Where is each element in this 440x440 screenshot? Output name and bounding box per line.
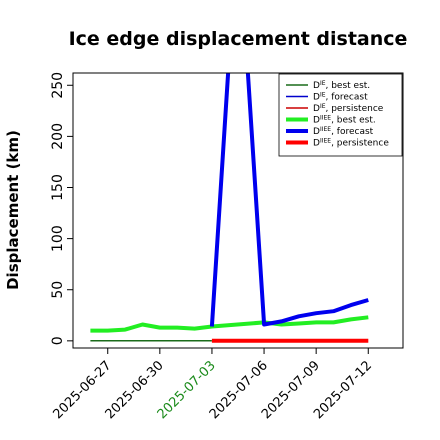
legend-entry-sup: IIEE: [320, 126, 331, 133]
legend-entry: DIIEE, persistence: [313, 138, 389, 149]
legend-entry: DIE, best est.: [313, 80, 370, 91]
legend-entry-suffix: , persistence: [331, 139, 389, 149]
plot-frame: [72, 72, 404, 349]
plot-area: [90, 73, 369, 343]
y-tick-label: 250: [50, 72, 66, 99]
legend-entry-sup: IE: [320, 80, 326, 87]
series-line: [209, 73, 369, 327]
legend-entry: DIIEE, best est.: [313, 115, 376, 126]
y-tick-label: 50: [50, 281, 66, 299]
y-tick-label: 0: [50, 336, 66, 345]
y-tick-label: 200: [50, 123, 66, 150]
legend-entry-suffix: , best est.: [331, 116, 376, 126]
legend-entry-main: D: [313, 81, 320, 91]
legend-entry-main: D: [313, 127, 320, 137]
legend-entry-sup: IE: [320, 92, 326, 99]
legend-entry-sup: IIEE: [320, 138, 331, 145]
legend-entry-main: D: [313, 116, 320, 126]
series-line: [90, 315, 369, 333]
legend-entry-suffix: , forecast: [326, 93, 369, 103]
y-axis-label: Displacement (km): [4, 130, 22, 290]
legend-entry: DIE, forecast: [313, 92, 368, 103]
chart-title: Ice edge displacement distance: [69, 28, 408, 50]
legend-entry: DIIEE, forecast: [313, 126, 374, 137]
legend-entry-main: D: [313, 104, 320, 114]
legend-entry-suffix: , best est.: [326, 81, 371, 91]
legend-entry-suffix: , forecast: [331, 127, 374, 137]
legend-entry-main: D: [313, 93, 320, 103]
y-tick-label: 150: [50, 174, 66, 201]
legend-entry-suffix: , persistence: [326, 104, 384, 114]
legend-entry: DIE, persistence: [313, 103, 384, 114]
legend-entry-sup: IE: [320, 103, 326, 110]
legend-entry-sup: IIEE: [320, 115, 331, 122]
legend-entry-main: D: [313, 139, 320, 149]
y-tick-label: 100: [50, 225, 66, 252]
